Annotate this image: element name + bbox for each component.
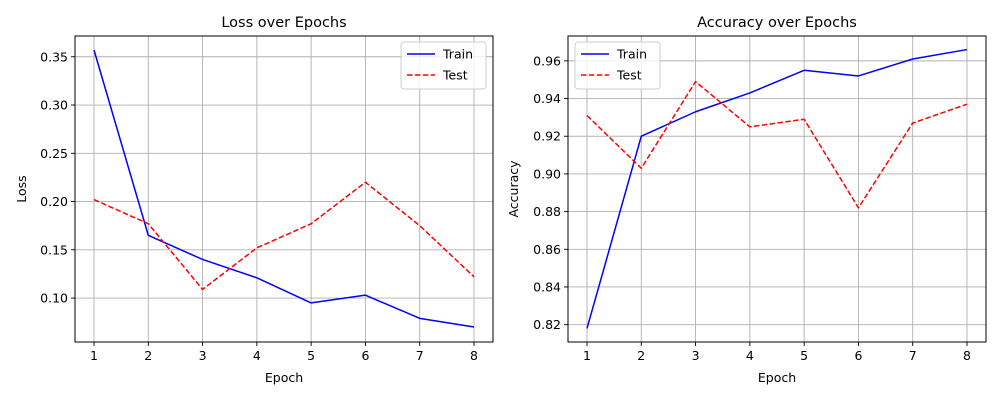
x-tick-label: 4 [253,348,261,363]
y-tick-label: 0.82 [533,317,561,332]
legend-label-test: Test [616,68,642,83]
y-tick-label: 0.15 [40,242,68,257]
x-tick-label: 7 [909,348,917,363]
x-tick-label: 3 [692,348,700,363]
plot-frame [567,35,987,343]
chart-panel-2: 1 2 3 4 5 6 7 8 0.82 0.84 0.86 0.88 0.90 0.92 0.94 0.96… [506,15,987,385]
series-line-test [93,181,475,291]
x-tick-label: 3 [199,348,207,363]
y-tick-label: 0.35 [40,49,68,64]
x-tick-label: 6 [361,348,369,363]
chart-panel-1: 1 2 3 4 5 6 7 8 0.10 0.15 0.20 0.25 0.30 0.35 Loss ove… [14,15,494,385]
legend-label-train: Train [616,47,647,62]
x-tick-label: 5 [307,348,315,363]
y-tick-label: 0.10 [40,291,68,306]
y-tick-label: 0.25 [40,146,68,161]
legend: Train Test [574,41,661,90]
series-line-test [586,80,968,209]
y-axis-label: Loss [14,175,29,202]
legend-label-test: Test [442,68,468,83]
x-axis-label: Epoch [265,370,303,385]
legend: Train Test [400,41,487,90]
x-tick-label: 2 [637,348,645,363]
x-tick-label: 8 [963,348,971,363]
series-line-train [93,49,475,328]
y-tick-label: 0.84 [533,279,561,294]
series-line-train [586,48,968,329]
y-tick-label: 0.30 [40,98,68,113]
y-tick-label: 0.88 [533,204,561,219]
y-tick-label: 0.20 [40,194,68,209]
y-tick-label: 0.86 [533,242,561,257]
x-tick-label: 5 [800,348,808,363]
y-tick-label: 0.96 [533,53,561,68]
x-axis-label: Epoch [758,370,796,385]
x-tick-label: 7 [416,348,424,363]
x-tick-label: 2 [144,348,152,363]
chart-title: Loss over Epochs [221,15,346,31]
chart-title: Accuracy over Epochs [697,15,857,31]
x-tick-label: 6 [854,348,862,363]
x-tick-label: 1 [90,348,98,363]
y-tick-label: 0.90 [533,166,561,181]
x-tick-label: 8 [470,348,478,363]
legend-label-train: Train [442,47,473,62]
plot-frame [74,35,494,343]
x-tick-label: 1 [583,348,591,363]
y-tick-label: 0.94 [533,91,561,106]
y-tick-label: 0.92 [533,129,561,144]
y-axis-label: Accuracy [506,160,521,218]
x-tick-label: 4 [746,348,754,363]
